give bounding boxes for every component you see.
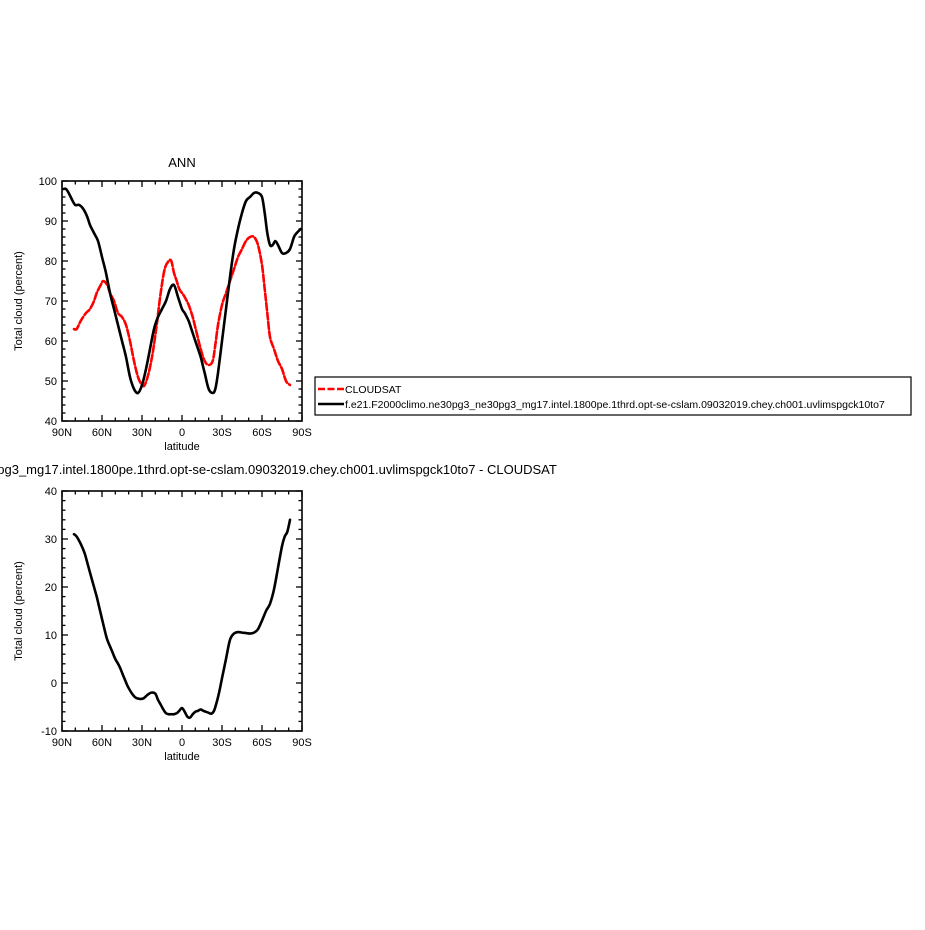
legend-label-0: CLOUDSAT <box>345 384 402 396</box>
y-tick-label: 10 <box>45 630 57 642</box>
y-tick-label: 30 <box>45 534 57 546</box>
x-tick-label: 30S <box>212 427 232 439</box>
y-tick-label: 0 <box>51 678 57 690</box>
bottom-panel: f.e21.F2000climo.ne30pg3_ne30pg3_mg17.in… <box>0 462 557 763</box>
chart-title: f.e21.F2000climo.ne30pg3_ne30pg3_mg17.in… <box>0 462 557 477</box>
y-tick-label: 50 <box>45 376 57 388</box>
series-group <box>62 187 302 395</box>
legend: CLOUDSAT f.e21.F2000climo.ne30pg3_ne30pg3… <box>314 376 912 416</box>
series-line-1 <box>62 187 302 395</box>
x-tick-label: 60N <box>92 427 112 439</box>
x-tick-label: 60S <box>252 737 272 749</box>
x-tick-label: 60S <box>252 427 272 439</box>
x-tick-label: 0 <box>179 427 185 439</box>
series-line-0 <box>72 518 292 720</box>
y-tick-label: 100 <box>39 176 57 188</box>
x-tick-label: 90N <box>52 427 72 439</box>
x-tick-label: 0 <box>179 737 185 749</box>
y-tick-label: -10 <box>41 726 57 738</box>
y-tick-label: 70 <box>45 296 57 308</box>
x-tick-label: 90N <box>52 737 72 749</box>
x-tick-label: 30S <box>212 737 232 749</box>
x-tick-label: 90S <box>292 427 312 439</box>
y-tick-label: 80 <box>45 256 57 268</box>
x-tick-label: 30N <box>132 737 152 749</box>
y-tick-label: 40 <box>45 416 57 428</box>
y-tick-label: 90 <box>45 216 57 228</box>
legend-box <box>314 376 912 416</box>
x-axis-label: latitude <box>164 751 199 763</box>
x-tick-label: 30N <box>132 427 152 439</box>
y-axis-label: Total cloud (percent) <box>13 561 25 661</box>
x-tick-label: 90S <box>292 737 312 749</box>
y-axis-label: Total cloud (percent) <box>13 251 25 351</box>
y-tick-label: 40 <box>45 486 57 498</box>
series-group <box>72 518 292 720</box>
top-panel: ANN 90N 60N 30N 0 30S 60S 90S 40 50 60 70 80 90 100 lat… <box>13 155 912 453</box>
chart-title: ANN <box>168 155 195 170</box>
x-tick-label: 60N <box>92 737 112 749</box>
y-tick-label: 60 <box>45 336 57 348</box>
x-axis-label: latitude <box>164 441 199 453</box>
legend-label-1: f.e21.F2000climo.ne30pg3_ne30pg3_mg17.in… <box>345 399 885 411</box>
y-tick-label: 20 <box>45 582 57 594</box>
